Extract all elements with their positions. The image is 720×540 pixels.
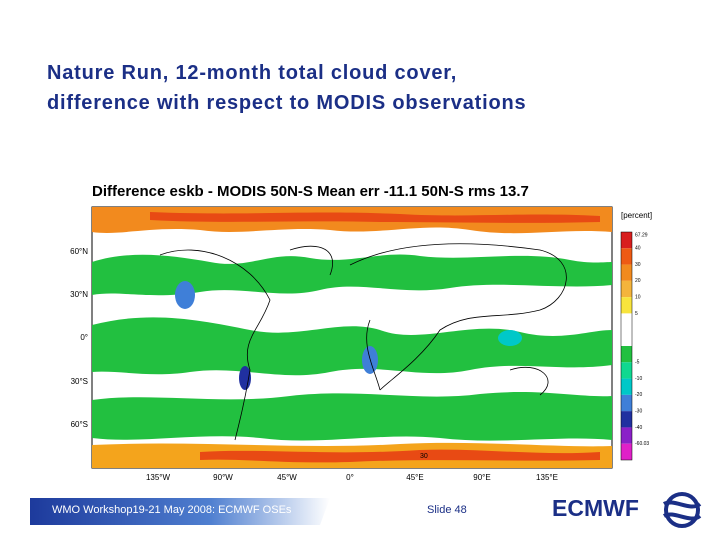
region (498, 330, 522, 346)
region (239, 366, 251, 390)
logo-mark (662, 492, 702, 528)
colorbar-swatch (621, 378, 632, 395)
colorbar-label: -60.03 (635, 441, 649, 447)
region (175, 281, 195, 309)
region (92, 392, 612, 441)
colorbar-label: -40 (635, 425, 642, 431)
colorbar-label: 67.29 (635, 232, 648, 238)
colorbar: 67.29 40 30 20 10 5 -5 -10 -20 -30 -40 -60.03 (620, 231, 649, 461)
colorbar-label: -5 (635, 360, 640, 366)
lat-label: 30°N (70, 290, 88, 299)
colorbar-swatch (621, 329, 632, 346)
slide-title: difference with respect to MODIS observa… (47, 92, 527, 114)
lon-label: 45°E (406, 473, 423, 482)
map (91, 206, 613, 469)
lat-label: 0° (80, 333, 88, 342)
colorbar-label: -20 (635, 392, 642, 398)
lon-label: 135°W (146, 473, 171, 482)
coastline (159, 243, 567, 441)
colorbar-label: 40 (635, 246, 641, 252)
region (92, 317, 612, 376)
lon-label: 45°W (277, 473, 297, 482)
colorbar-swatch (621, 411, 632, 428)
colorbar-swatch (621, 443, 632, 460)
colorbar-swatch (621, 313, 632, 330)
contour-label: 30 (420, 453, 428, 460)
slide-title: Nature Run, 12-month total cloud cover, (47, 62, 458, 84)
region (200, 449, 600, 463)
colorbar-swatch (621, 427, 632, 444)
footer-band (30, 498, 330, 525)
region (92, 254, 612, 296)
colorbar-label: 10 (635, 294, 641, 300)
colorbar-label: -30 (635, 408, 642, 414)
lon-label: 90°W (213, 473, 233, 482)
lat-label: 60°S (71, 420, 88, 429)
colorbar-label: 20 (635, 278, 641, 284)
figure-title: Difference eskb - MODIS 50N-S Mean err -… (92, 183, 529, 200)
colorbar-swatch (621, 394, 632, 412)
colorbar-swatch (621, 362, 632, 379)
lon-label: 0° (346, 473, 354, 482)
colorbar-swatch (621, 280, 632, 298)
colorbar-label: 30 (635, 262, 641, 268)
lon-label: 135°E (536, 473, 558, 482)
colorbar-label: 5 (635, 311, 638, 317)
unit-label: [percent] (621, 211, 652, 220)
lat-label: 30°S (71, 377, 88, 386)
colorbar-swatch (621, 232, 632, 249)
region (150, 212, 600, 223)
colorbar-frame (620, 231, 633, 461)
footer-event: WMO Workshop19-21 May 2008: ECMWF OSEs (52, 504, 292, 516)
colorbar-swatch (621, 264, 632, 281)
colorbar-label: -10 (635, 376, 642, 382)
colorbar-swatch (621, 248, 632, 265)
colorbar-swatch (621, 346, 632, 363)
slide-number: Slide 48 (427, 504, 467, 516)
lat-label: 60°N (70, 247, 88, 256)
colorbar-swatch (621, 297, 632, 314)
logo-text: ECMWF (552, 495, 639, 521)
lon-label: 90°E (473, 473, 490, 482)
